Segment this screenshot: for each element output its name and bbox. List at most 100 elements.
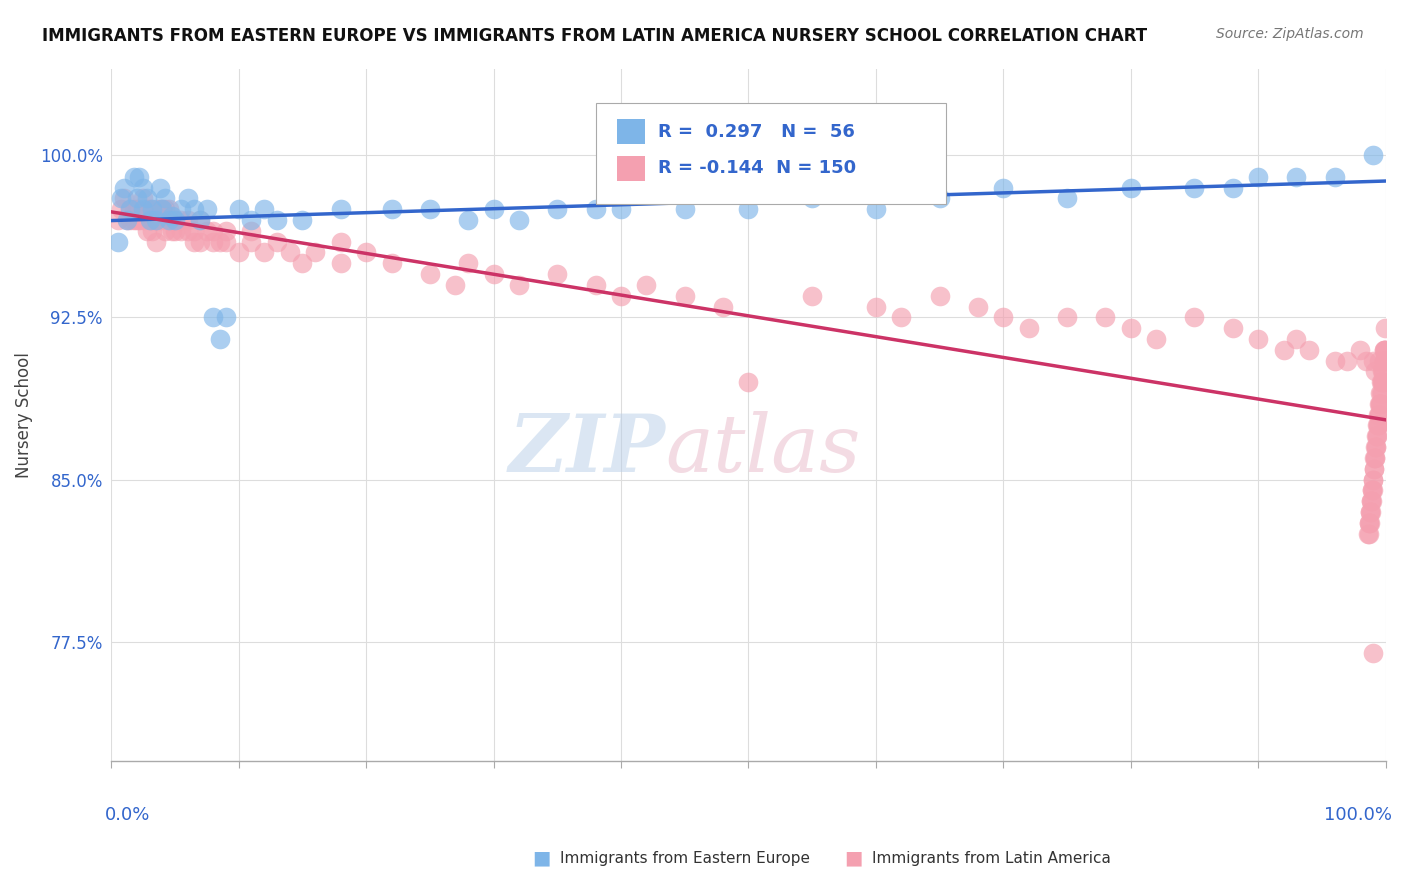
Text: atlas: atlas [665, 410, 860, 488]
Point [1365, 429, 1388, 443]
Point [138, 213, 160, 227]
Point [1056, 310, 1078, 325]
Point [122, 202, 145, 216]
Point [1323, 353, 1346, 368]
Point [183, 235, 205, 249]
Point [115, 213, 138, 227]
Point [1119, 180, 1142, 194]
Point [1358, 526, 1381, 541]
Point [208, 235, 231, 249]
Point [153, 191, 176, 205]
Point [240, 224, 263, 238]
Point [215, 310, 238, 325]
Point [1360, 494, 1382, 508]
Point [1371, 386, 1393, 401]
Point [1247, 332, 1270, 346]
Point [1358, 505, 1381, 519]
Point [132, 191, 155, 205]
Point [115, 213, 138, 227]
Point [1368, 397, 1391, 411]
Point [801, 191, 824, 205]
Point [1365, 440, 1388, 454]
Point [1360, 494, 1382, 508]
Point [1371, 364, 1393, 378]
Point [125, 213, 148, 227]
Point [125, 191, 148, 205]
Point [1364, 450, 1386, 465]
Point [1360, 505, 1382, 519]
Point [1056, 191, 1078, 205]
Text: R = -0.144  N = 150: R = -0.144 N = 150 [658, 159, 856, 178]
Point [304, 245, 326, 260]
Point [737, 202, 759, 216]
Point [585, 202, 607, 216]
Point [865, 202, 887, 216]
Point [1369, 386, 1392, 401]
Point [1365, 429, 1388, 443]
Point [157, 213, 180, 227]
Point [228, 202, 250, 216]
Point [136, 224, 159, 238]
Point [150, 202, 173, 216]
Point [381, 256, 404, 270]
Point [149, 180, 172, 194]
Point [1371, 376, 1393, 390]
Point [132, 202, 155, 216]
Point [162, 209, 184, 223]
Bar [617, 119, 645, 144]
Point [419, 202, 441, 216]
Point [928, 288, 950, 302]
Point [585, 277, 607, 292]
Point [1361, 148, 1384, 162]
Point [136, 202, 159, 216]
Point [1367, 418, 1389, 433]
Point [1371, 376, 1393, 390]
Point [145, 235, 167, 249]
Point [329, 256, 352, 270]
Point [183, 202, 205, 216]
Text: 0.0%: 0.0% [105, 805, 150, 824]
Point [1374, 343, 1396, 357]
Point [354, 245, 377, 260]
Point [122, 213, 145, 227]
Point [132, 180, 155, 194]
Point [183, 224, 205, 238]
Point [1361, 353, 1384, 368]
Point [1184, 310, 1206, 325]
Point [291, 213, 314, 227]
Point [132, 213, 155, 227]
Point [240, 213, 263, 227]
Point [1362, 473, 1385, 487]
Text: ■: ■ [844, 848, 863, 868]
Point [170, 213, 193, 227]
Point [673, 288, 696, 302]
Point [177, 224, 200, 238]
Point [508, 277, 530, 292]
Point [1371, 364, 1393, 378]
Point [240, 235, 263, 249]
Point [1369, 397, 1392, 411]
Point [190, 235, 212, 249]
Point [1094, 310, 1116, 325]
Point [1368, 408, 1391, 422]
Point [202, 224, 225, 238]
Text: Immigrants from Eastern Europe: Immigrants from Eastern Europe [560, 851, 810, 865]
Point [153, 224, 176, 238]
Point [966, 300, 988, 314]
Point [1298, 343, 1320, 357]
Point [1368, 408, 1391, 422]
Point [1285, 332, 1308, 346]
Point [1364, 440, 1386, 454]
Point [1374, 321, 1396, 335]
Point [253, 202, 276, 216]
Point [1360, 483, 1382, 498]
Point [457, 213, 479, 227]
Point [1336, 353, 1358, 368]
Point [1367, 418, 1389, 433]
Text: ■: ■ [531, 848, 551, 868]
Point [1323, 169, 1346, 184]
Point [737, 376, 759, 390]
Point [107, 235, 129, 249]
Point [278, 245, 301, 260]
Text: Source: ZipAtlas.com: Source: ZipAtlas.com [1216, 27, 1364, 41]
